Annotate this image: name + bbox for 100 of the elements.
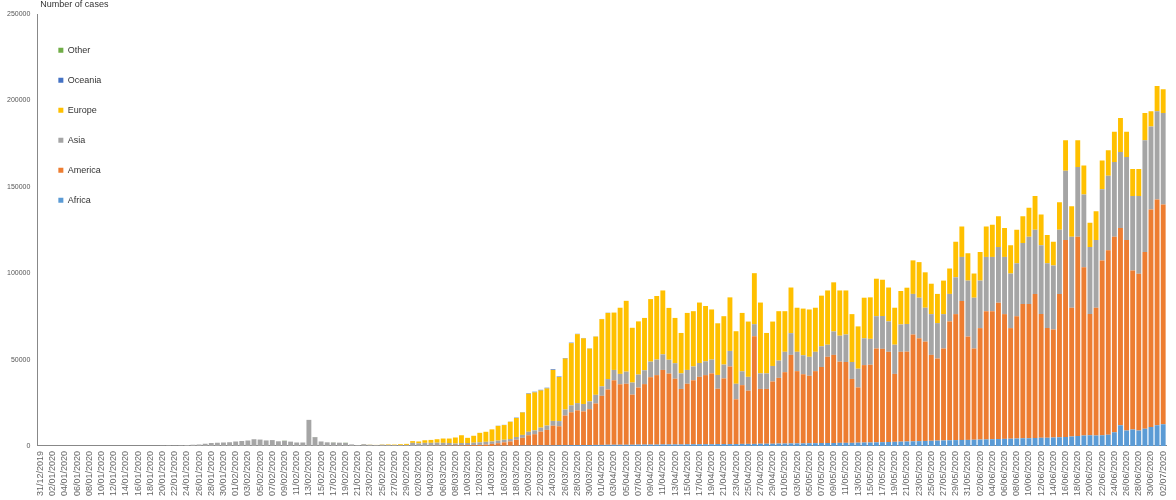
x-tick-label: 20/06/2020 bbox=[1084, 450, 1095, 496]
x-tick-label: 29/04/2020 bbox=[767, 450, 778, 496]
x-tick-label: 08/01/2020 bbox=[83, 450, 94, 496]
legend-label: Other bbox=[67, 44, 91, 55]
x-tick-label: 22/01/2020 bbox=[169, 450, 180, 496]
x-tick-label: 02/03/2020 bbox=[413, 450, 424, 496]
x-tick-label: 03/05/2020 bbox=[791, 450, 802, 496]
x-tick-label: 09/05/2020 bbox=[828, 450, 839, 496]
x-tick-label: 21/04/2020 bbox=[718, 450, 729, 496]
x-tick-label: 31/05/2020 bbox=[962, 450, 973, 496]
x-tick-label: 27/04/2020 bbox=[754, 450, 765, 496]
x-tick-label: 25/02/2020 bbox=[376, 450, 387, 496]
x-tick-label: 17/04/2020 bbox=[693, 450, 704, 496]
x-tick-label: 14/01/2020 bbox=[120, 450, 131, 496]
x-tick-label: 26/01/2020 bbox=[193, 450, 204, 496]
x-tick-label: 07/02/2020 bbox=[266, 450, 277, 496]
x-tick-label: 19/02/2020 bbox=[340, 450, 350, 496]
x-tick-label: 08/03/2020 bbox=[449, 450, 460, 496]
x-tick-label: 28/03/2020 bbox=[571, 450, 582, 496]
x-tick-label: 30/03/2020 bbox=[584, 450, 595, 496]
x-tick-label: 23/05/2020 bbox=[913, 450, 924, 496]
x-tick-label: 16/06/2020 bbox=[1060, 450, 1071, 496]
x-tick-label: 10/06/2020 bbox=[1023, 450, 1034, 496]
x-tick-label: 04/01/2020 bbox=[59, 450, 70, 496]
x-tick-label: 19/05/2020 bbox=[889, 450, 900, 496]
legend-label: Oceania bbox=[67, 74, 102, 85]
x-tick-label: 14/06/2020 bbox=[1047, 450, 1058, 496]
x-tick-label: 06/06/2020 bbox=[999, 450, 1010, 496]
x-tick-label: 07/04/2020 bbox=[632, 450, 643, 496]
x-tick-label: 10/03/2020 bbox=[462, 450, 473, 496]
x-tick-label: 28/01/2020 bbox=[205, 450, 216, 496]
x-tick-label: 29/05/2020 bbox=[950, 450, 961, 496]
x-tick-label: 15/05/2020 bbox=[864, 450, 875, 496]
x-tick-label: 25/04/2020 bbox=[742, 450, 753, 496]
x-tick-label: 15/04/2020 bbox=[681, 450, 692, 496]
x-tick-label: 23/02/2020 bbox=[364, 450, 375, 496]
x-tick-label: 13/04/2020 bbox=[669, 450, 680, 496]
x-tick-label: 17/05/2020 bbox=[876, 450, 887, 496]
x-tick-label: 28/06/2020 bbox=[1133, 450, 1144, 496]
x-tick-label: 01/04/2020 bbox=[596, 450, 607, 496]
x-tick-label: 22/06/2020 bbox=[1096, 450, 1107, 496]
x-tick-label: 22/03/2020 bbox=[535, 450, 546, 496]
x-tick-label: 26/03/2020 bbox=[559, 450, 570, 496]
x-tick-label: 04/06/2020 bbox=[986, 450, 997, 496]
x-tick-label: 21/05/2020 bbox=[901, 450, 912, 496]
x-tick-label: 21/02/2020 bbox=[352, 450, 363, 496]
x-tick-label: 06/01/2020 bbox=[71, 450, 82, 496]
x-tick-label: 02/07/2020 bbox=[1157, 450, 1168, 496]
x-tick-label: 13/05/2020 bbox=[852, 450, 863, 496]
x-tick-label: 24/03/2020 bbox=[547, 450, 558, 496]
legend-label: Europe bbox=[67, 104, 97, 115]
x-tick-label: 20/01/2020 bbox=[156, 450, 167, 496]
x-tick-label: 26/06/2020 bbox=[1121, 450, 1132, 496]
x-tick-label: 03/02/2020 bbox=[242, 450, 253, 496]
x-tick-label: 14/03/2020 bbox=[486, 450, 497, 496]
x-tick-label: 19/04/2020 bbox=[706, 450, 717, 496]
x-tick-label: 23/04/2020 bbox=[730, 450, 741, 496]
x-tick-label: 29/02/2020 bbox=[401, 450, 412, 496]
x-tick-label: 13/02/2020 bbox=[303, 450, 314, 496]
x-tick-label: 11/04/2020 bbox=[657, 450, 668, 496]
x-tick-label: 18/06/2020 bbox=[1072, 450, 1083, 496]
x-tick-label: 01/05/2020 bbox=[779, 450, 790, 496]
x-tick-label: 05/04/2020 bbox=[620, 450, 631, 496]
x-tick-label: 01/02/2020 bbox=[230, 450, 241, 496]
x-tick-label: 17/02/2020 bbox=[327, 450, 338, 496]
x-tick-label: 25/05/2020 bbox=[925, 450, 936, 496]
x-tick-label: 12/01/2020 bbox=[108, 450, 119, 496]
x-tick-label: 02/01/2020 bbox=[47, 450, 58, 496]
x-tick-label: 04/03/2020 bbox=[425, 450, 436, 496]
legend-title: Number of cases bbox=[40, 0, 109, 9]
x-tick-label: 07/05/2020 bbox=[815, 450, 826, 496]
x-tick-label: 30/06/2020 bbox=[1145, 450, 1156, 496]
x-tick-label: 20/03/2020 bbox=[523, 450, 534, 496]
x-tick-label: 09/02/2020 bbox=[278, 450, 289, 496]
x-tick-label: 05/05/2020 bbox=[803, 450, 814, 496]
x-tick-label: 12/06/2020 bbox=[1035, 450, 1046, 496]
legend-label: Africa bbox=[67, 194, 91, 205]
x-tick-label: 30/01/2020 bbox=[217, 450, 228, 496]
x-tick-label: 27/02/2020 bbox=[388, 450, 399, 496]
x-tick-label: 15/02/2020 bbox=[315, 450, 326, 496]
x-tick-label: 16/01/2020 bbox=[132, 450, 143, 496]
x-tick-label: 10/01/2020 bbox=[95, 450, 106, 496]
legend-label: America bbox=[67, 164, 101, 175]
x-tick-label: 27/05/2020 bbox=[938, 450, 948, 496]
x-tick-label: 05/02/2020 bbox=[254, 450, 265, 496]
x-tick-label: 18/01/2020 bbox=[144, 450, 155, 496]
x-tick-label: 11/02/2020 bbox=[291, 450, 302, 496]
x-tick-label: 24/06/2020 bbox=[1108, 450, 1119, 496]
legend-label: Asia bbox=[67, 134, 86, 145]
x-tick-label: 09/04/2020 bbox=[645, 450, 656, 496]
x-tick-label: 03/04/2020 bbox=[608, 450, 619, 496]
x-tick-label: 24/01/2020 bbox=[181, 450, 192, 496]
x-tick-label: 31/12/2019 bbox=[34, 450, 45, 496]
x-tick-label: 18/03/2020 bbox=[510, 450, 521, 496]
x-tick-label: 16/03/2020 bbox=[498, 450, 509, 496]
x-tick-label: 02/06/2020 bbox=[974, 450, 985, 496]
x-tick-label: 06/03/2020 bbox=[437, 450, 448, 496]
x-tick-label: 11/05/2020 bbox=[840, 450, 851, 496]
x-tick-label: 12/03/2020 bbox=[474, 450, 485, 496]
x-tick-label: 08/06/2020 bbox=[1011, 450, 1022, 496]
